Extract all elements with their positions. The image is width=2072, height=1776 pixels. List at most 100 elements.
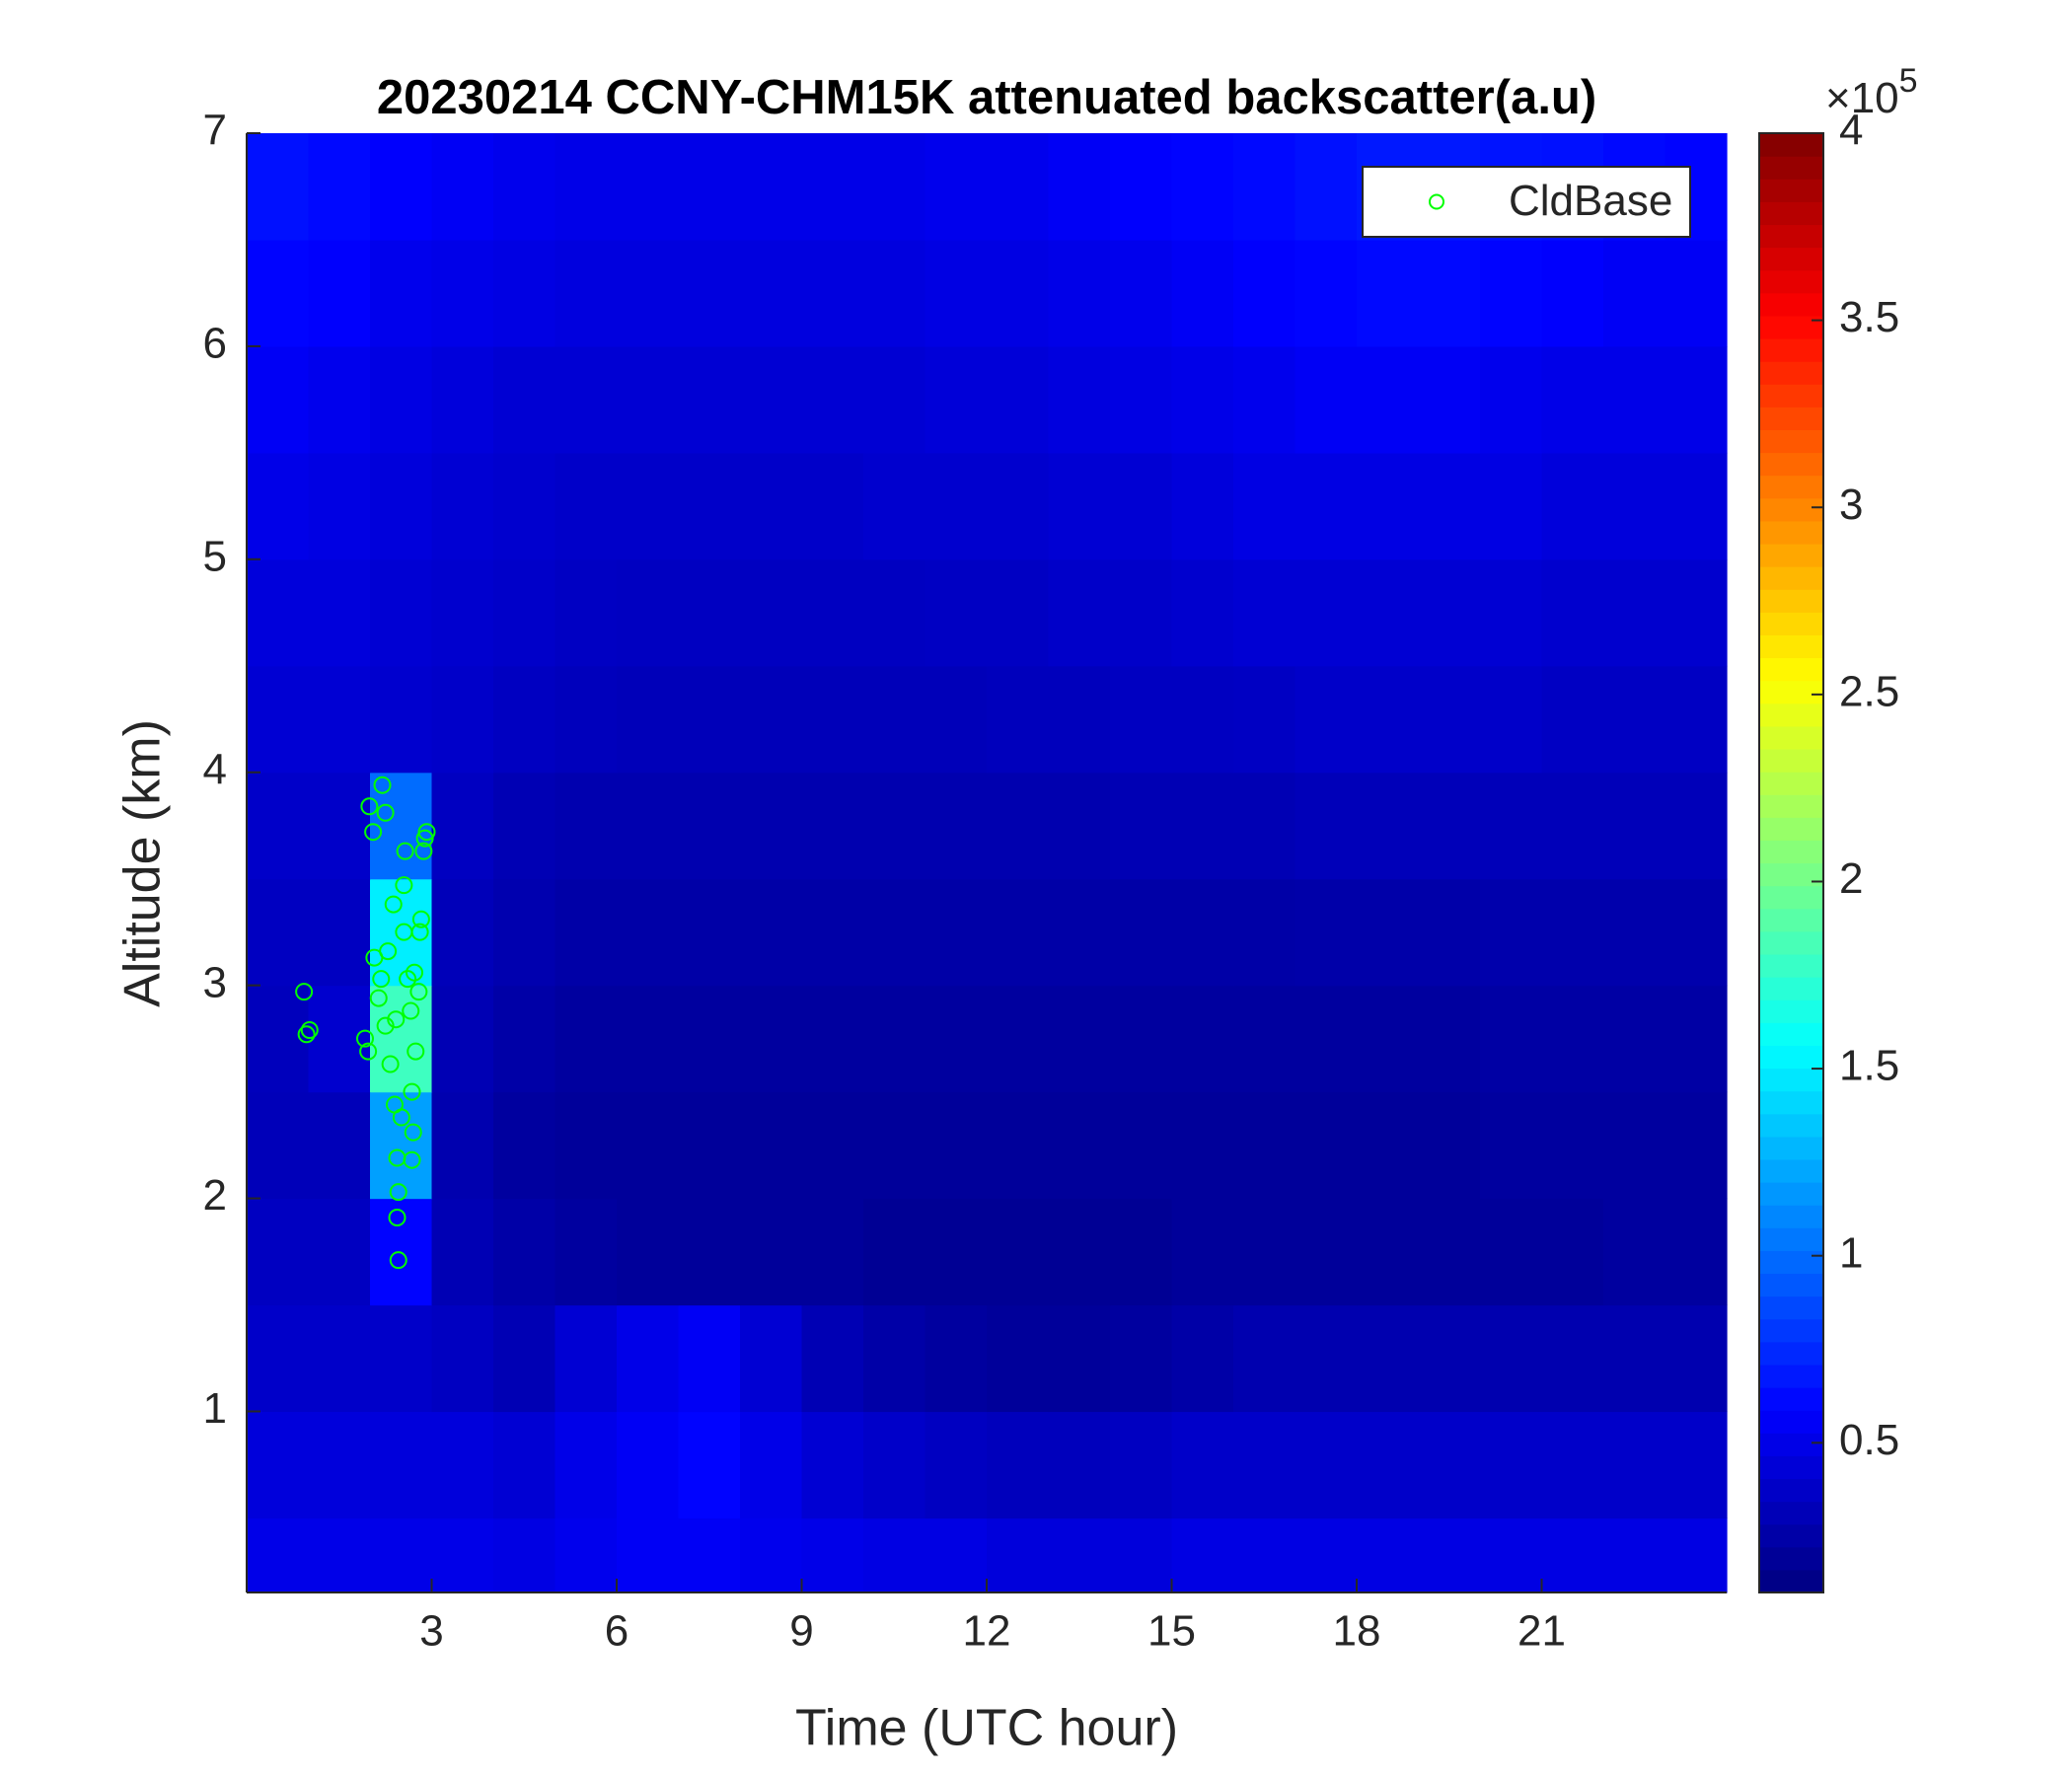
- heat-cell: [1480, 1304, 1543, 1413]
- heat-cell: [1480, 1517, 1543, 1593]
- colorbar-tick-label: 1.5: [1839, 1042, 1899, 1090]
- cloud-base-point: [376, 1016, 395, 1035]
- heat-cell: [247, 133, 310, 241]
- y-tick-label: 5: [203, 532, 227, 580]
- heat-cell: [1418, 239, 1481, 347]
- heat-cell: [493, 558, 556, 667]
- heat-cell: [863, 239, 926, 347]
- heat-cell: [1110, 1411, 1173, 1519]
- heat-cell: [987, 1198, 1050, 1306]
- heat-cell: [1171, 133, 1234, 241]
- heat-cell: [863, 1304, 926, 1413]
- heat-cell: [1048, 772, 1111, 880]
- heat-cell: [1665, 985, 1728, 1093]
- heat-cell: [493, 345, 556, 454]
- cloud-base-point: [417, 823, 436, 842]
- heat-cell: [555, 133, 618, 241]
- heat-cell: [1603, 1411, 1666, 1519]
- colorbar-step: [1759, 201, 1823, 226]
- heat-cell: [370, 985, 433, 1093]
- y-tick-label: 1: [203, 1384, 227, 1433]
- colorbar-step: [1759, 1250, 1823, 1275]
- heat-cell: [1418, 1091, 1481, 1200]
- heat-cell: [863, 1198, 926, 1306]
- heat-cell: [1233, 558, 1296, 667]
- heat-cell: [1048, 452, 1111, 560]
- cloud-base-point: [402, 1001, 420, 1020]
- heat-cell: [801, 985, 864, 1093]
- cloud-base-point: [414, 842, 433, 860]
- heat-cell: [863, 665, 926, 774]
- chart-title: 20230214 CCNY-CHM15K attenuated backscat…: [377, 71, 1596, 124]
- heat-cell: [493, 1091, 556, 1200]
- heat-cell: [1418, 772, 1481, 880]
- y-tick-label: 2: [203, 1171, 227, 1220]
- heat-cell: [987, 345, 1050, 454]
- heat-cell: [1171, 1411, 1234, 1519]
- colorbar-step: [1759, 930, 1823, 955]
- heat-cell: [370, 878, 433, 987]
- heat-cell: [308, 558, 371, 667]
- heat-cell: [1295, 239, 1358, 347]
- colorbar-step: [1759, 1455, 1823, 1480]
- heat-cell: [247, 558, 310, 667]
- x-tick-label: 9: [789, 1607, 813, 1656]
- heat-cell: [987, 133, 1050, 241]
- heat-cell: [987, 558, 1050, 667]
- heat-cell: [1233, 1517, 1296, 1593]
- heat-cell: [1295, 452, 1358, 560]
- heat-cell: [801, 345, 864, 454]
- heat-cell: [617, 239, 680, 347]
- colorbar-step: [1759, 407, 1823, 431]
- heat-cell: [1295, 1517, 1358, 1593]
- heat-cell: [1295, 1304, 1358, 1413]
- heat-cell: [431, 665, 494, 774]
- heat-cell: [370, 1517, 433, 1593]
- colorbar-step: [1759, 1158, 1823, 1183]
- heat-cell: [555, 1198, 618, 1306]
- y-tick-label: 4: [203, 745, 227, 793]
- heat-cell: [308, 1198, 371, 1306]
- colorbar-step: [1759, 977, 1823, 1000]
- heat-cell: [863, 345, 926, 454]
- heat-cell: [1418, 1411, 1481, 1519]
- heat-cell: [493, 878, 556, 987]
- heat-cell: [863, 1517, 926, 1593]
- heat-cell: [493, 1517, 556, 1593]
- x-axis-label: Time (UTC hour): [795, 1700, 1178, 1757]
- heat-cell: [925, 133, 988, 241]
- heat-cell: [1418, 1304, 1481, 1413]
- heat-cell: [678, 133, 741, 241]
- cloud-base-point: [392, 1108, 410, 1127]
- heat-cell: [1357, 239, 1420, 347]
- cloud-base-point: [395, 876, 413, 895]
- heat-cell: [1110, 772, 1173, 880]
- heat-cell: [1480, 1091, 1543, 1200]
- heat-cell: [617, 1517, 680, 1593]
- heat-cell: [740, 239, 803, 347]
- colorbar-step: [1759, 1182, 1823, 1206]
- heat-cell: [1357, 1304, 1420, 1413]
- heat-cell: [1418, 452, 1481, 560]
- heat-cell: [431, 345, 494, 454]
- heat-cell: [801, 1411, 864, 1519]
- exponent-power: 5: [1899, 62, 1918, 100]
- heat-cell: [247, 878, 310, 987]
- heat-cell: [493, 985, 556, 1093]
- cloud-base-point: [389, 1183, 407, 1202]
- cloud-base-point: [381, 1055, 400, 1073]
- heat-cell: [308, 452, 371, 560]
- colorbar-step: [1759, 1410, 1823, 1434]
- heat-cell: [1665, 239, 1728, 347]
- heat-cell: [1110, 985, 1173, 1093]
- heat-cell: [1171, 558, 1234, 667]
- heat-cell: [1541, 1517, 1604, 1593]
- heat-cell: [678, 239, 741, 347]
- heat-cell: [801, 665, 864, 774]
- colorbar-tick-label: 4: [1839, 107, 1863, 155]
- heat-cell: [1541, 1091, 1604, 1200]
- heat-cell: [740, 133, 803, 241]
- colorbar-step: [1759, 589, 1823, 613]
- heat-cell: [678, 1198, 741, 1306]
- colorbar-step: [1759, 247, 1823, 271]
